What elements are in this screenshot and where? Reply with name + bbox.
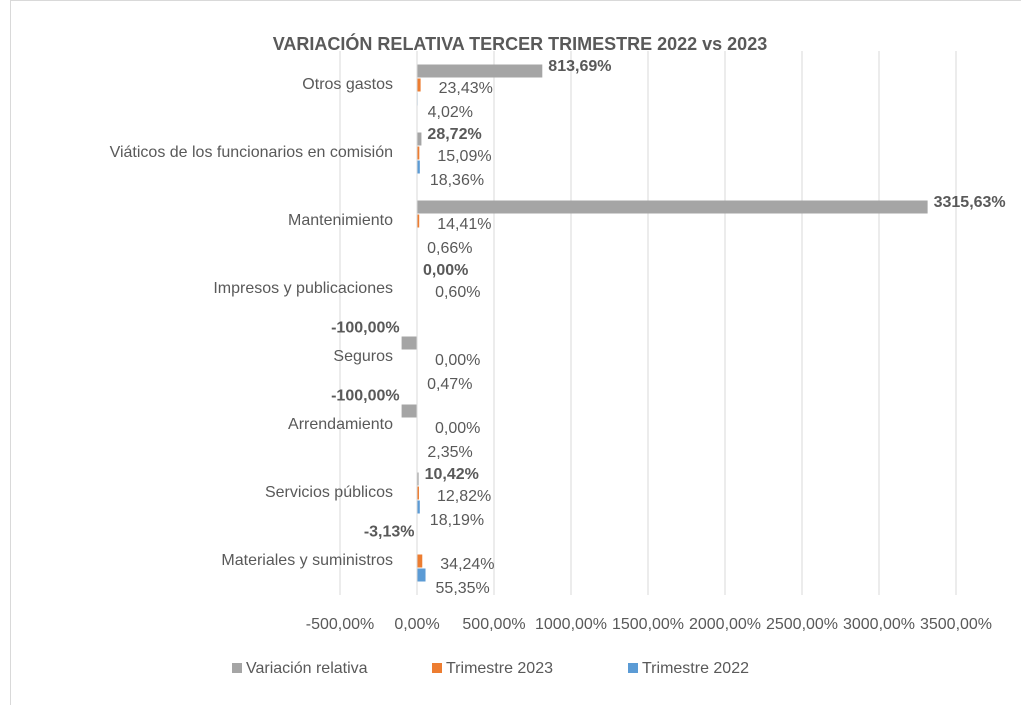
data-label: 813,69% — [548, 58, 611, 75]
y-tick-label: Seguros — [333, 348, 393, 365]
y-tick-label: Arrendamiento — [288, 416, 393, 433]
x-tick-label: 500,00% — [462, 616, 525, 633]
bar — [417, 486, 419, 500]
data-label: 2,35% — [427, 444, 472, 461]
data-label: 12,82% — [437, 488, 491, 505]
bar — [417, 214, 420, 228]
bar — [417, 132, 422, 146]
legend-swatch — [232, 663, 242, 673]
data-label: 14,41% — [437, 216, 491, 233]
data-label: 10,42% — [425, 466, 479, 483]
x-tick-label: 1000,00% — [535, 616, 607, 633]
legend-swatch — [628, 663, 638, 673]
data-label: 18,36% — [430, 172, 484, 189]
bar — [417, 78, 421, 92]
chart-title: VARIACIÓN RELATIVA TERCER TRIMESTRE 2022… — [273, 33, 767, 54]
chart-border — [10, 0, 1021, 705]
data-label: 0,00% — [435, 420, 480, 437]
data-label: -100,00% — [331, 320, 400, 337]
data-label: 34,24% — [440, 556, 494, 573]
y-tick-label: Otros gastos — [302, 76, 393, 93]
data-label: 23,43% — [439, 80, 493, 97]
data-label: -3,13% — [364, 524, 415, 541]
data-label: 0,47% — [427, 376, 472, 393]
data-label: 0,66% — [427, 240, 472, 257]
x-tick-label: 3500,00% — [920, 616, 992, 633]
x-tick-label: 1500,00% — [612, 616, 684, 633]
y-tick-label: Servicios públicos — [265, 484, 393, 501]
bar — [401, 404, 417, 418]
data-label: 3315,63% — [934, 194, 1006, 211]
bar — [417, 200, 928, 214]
data-label: 15,09% — [437, 148, 491, 165]
data-label: 4,02% — [428, 104, 473, 121]
bar — [417, 160, 420, 174]
data-label: -100,00% — [331, 388, 400, 405]
bar — [417, 146, 420, 160]
y-tick-label: Mantenimiento — [288, 212, 393, 229]
data-label: 28,72% — [427, 126, 481, 143]
bar — [417, 472, 419, 486]
bar — [417, 568, 426, 582]
y-tick-label: Impresos y publicaciones — [213, 280, 393, 297]
bar — [417, 64, 543, 78]
x-tick-label: 0,00% — [394, 616, 439, 633]
data-label: 0,00% — [423, 262, 468, 279]
data-label: 0,00% — [435, 352, 480, 369]
legend-label: Trimestre 2022 — [642, 660, 749, 677]
data-label: 0,60% — [435, 284, 480, 301]
x-tick-label: 2500,00% — [766, 616, 838, 633]
legend-swatch — [432, 663, 442, 673]
legend-label: Variación relativa — [246, 660, 368, 677]
x-tick-label: 2000,00% — [689, 616, 761, 633]
y-tick-label: Materiales y suministros — [221, 552, 393, 569]
bar — [417, 554, 423, 568]
bar — [401, 336, 417, 350]
data-label: 55,35% — [436, 580, 490, 597]
x-tick-label: -500,00% — [306, 616, 375, 633]
x-tick-label: 3000,00% — [843, 616, 915, 633]
data-label: 18,19% — [430, 512, 484, 529]
y-tick-label: Viáticos de los funcionarios en comisión — [110, 144, 393, 161]
legend-label: Trimestre 2023 — [446, 660, 553, 677]
bar — [417, 500, 420, 514]
